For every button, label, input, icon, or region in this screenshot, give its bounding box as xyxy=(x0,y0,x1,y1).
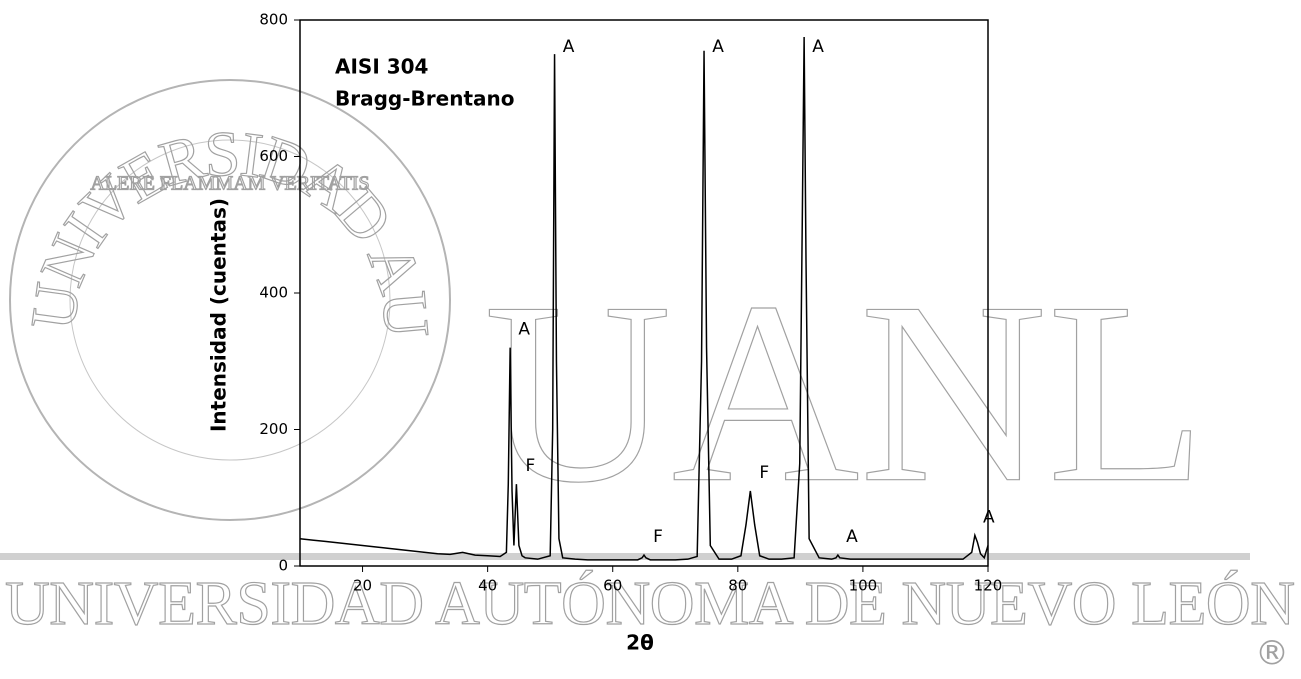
peak-label: A xyxy=(846,527,858,547)
peak-label: F xyxy=(653,527,663,547)
peak-label: F xyxy=(759,463,769,483)
university-name: UNIVERSIDAD AUTÓNOMA DE NUEVO LEÓN xyxy=(5,570,1295,638)
registered: ® xyxy=(1255,634,1289,674)
x-tick-label: 80 xyxy=(728,577,747,595)
seal-inner xyxy=(69,139,391,461)
x-tick-label: 20 xyxy=(353,577,372,595)
peak-label: A xyxy=(812,37,824,57)
y-tick-label: 600 xyxy=(259,147,288,165)
chart-subtitle: Bragg-Brentano xyxy=(335,87,514,111)
y-tick-label: 400 xyxy=(259,284,288,302)
data-line xyxy=(299,37,989,561)
x-tick-label: 100 xyxy=(849,577,878,595)
peak-label: F xyxy=(526,456,536,476)
x-axis-title: 2θ xyxy=(626,631,654,655)
y-tick-label: 0 xyxy=(278,557,288,575)
y-tick-label: 800 xyxy=(259,11,288,29)
peak-label: A xyxy=(712,37,724,57)
chart-title: AISI 304 xyxy=(335,55,428,79)
acronym: UANL xyxy=(484,249,1206,537)
peak-label: A xyxy=(983,507,995,527)
y-axis-title: Intensidad (cuentas) xyxy=(207,198,231,432)
x-tick-label: 40 xyxy=(478,577,497,595)
x-tick-label: 120 xyxy=(974,577,1003,595)
x-tick-label: 60 xyxy=(603,577,622,595)
band xyxy=(0,553,1250,560)
y-tick-label: 200 xyxy=(259,420,288,438)
peak-label: A xyxy=(518,320,530,340)
seal-ring xyxy=(9,79,451,521)
peak-label: A xyxy=(563,37,575,57)
motto: ALERE FLAMMAM VERITATIS xyxy=(90,173,369,195)
